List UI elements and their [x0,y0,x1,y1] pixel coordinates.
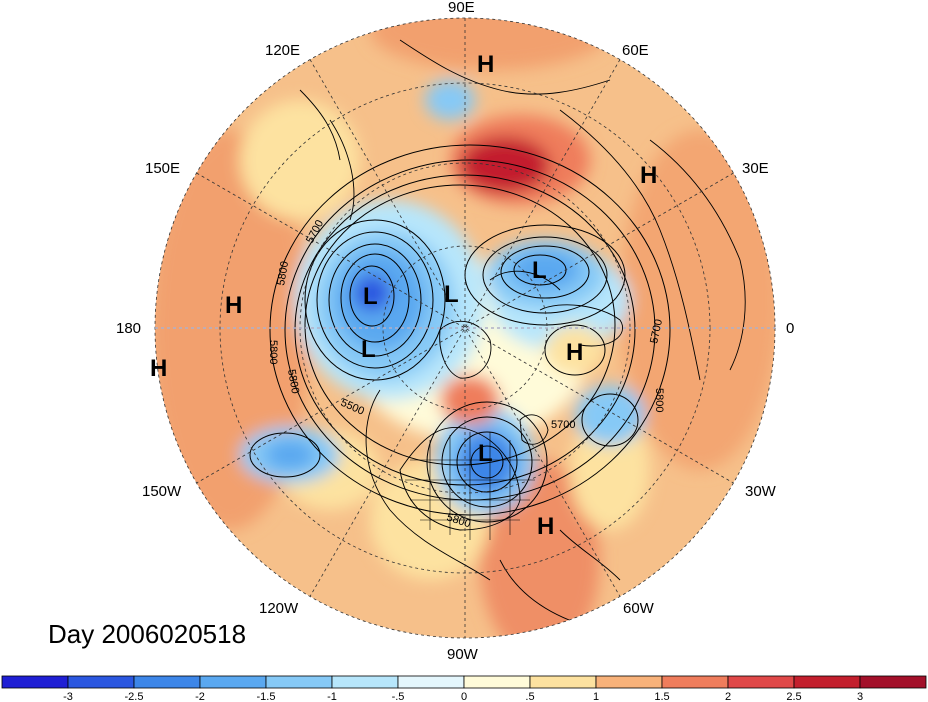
high-pressure-label: H [640,162,657,189]
colorbar-swatch [661,675,729,689]
high-pressure-label: H [477,51,494,78]
colorbar-tick-label: -1.5 [257,691,276,702]
low-pressure-label: L [478,440,493,467]
low-pressure-label: L [361,336,376,363]
lon-label-60e: 60E [622,42,649,59]
low-pressure-label: L [363,283,378,310]
colorbar-swatch [331,675,399,689]
lon-label-90w: 90W [447,646,479,663]
colorbar-swatch [463,675,531,689]
lon-label-120e: 120E [265,42,300,59]
colorbar-swatch [265,675,333,689]
colorbar-tick-label: -2.5 [125,691,144,702]
colorbar-swatch [397,675,465,689]
colorbar-swatch [1,675,69,689]
contour-label: 5700 [551,419,575,431]
colorbar-tick-label: -1 [327,691,337,702]
high-pressure-label: H [566,339,583,366]
colorbar-swatch [793,675,861,689]
colorbar-swatch [859,675,927,689]
lon-label-0: 0 [786,320,794,337]
high-pressure-label: H [150,355,167,382]
lon-label-90e: 90E [448,0,475,16]
lon-label-180: 180 [116,320,141,337]
low-pressure-label: L [444,281,459,308]
colorbar-swatch [133,675,201,689]
contour-label: 5800 [653,388,665,412]
colorbar-tick-label: 1 [593,691,599,702]
colorbar-tick-label: 3 [857,691,863,702]
pressure-centers: H H H H H H L L L L L [150,51,657,540]
colorbar-tick-label: 1.5 [654,691,669,702]
contour-label: 5800 [267,340,279,364]
colorbar-tick-label: .5 [525,691,534,702]
colorbar-swatch [529,675,597,689]
lon-label-60w: 60W [623,600,655,617]
contour-label: 5800 [275,260,291,286]
colorbar-swatch [727,675,795,689]
colorbar-tick-label: 2.5 [786,691,801,702]
lon-label-150e: 150E [145,160,180,177]
colorbar-tick-label: -.5 [392,691,405,702]
colorbar: -3 -2.5 -2 -1.5 -1 -.5 0 .5 1 1.5 2 2.5 3 [1,675,927,702]
colorbar-tick-label: -3 [63,691,73,702]
longitude-labels: 90E 60E 120E 150E 30E 180 0 150W 30W 120… [116,0,794,663]
colorbar-tick-label: 2 [725,691,731,702]
colorbar-tick-label: 0 [461,691,467,702]
graticule [154,17,776,639]
colorbar-swatch [199,675,267,689]
map-title: Day 2006020518 [48,619,247,649]
contour-label: 5700 [648,318,665,344]
lon-label-30e: 30E [742,160,769,177]
low-pressure-label: L [532,257,547,284]
colorbar-swatch [595,675,663,689]
high-pressure-label: H [537,513,554,540]
colorbar-tick-label: -2 [195,691,205,702]
lon-label-120w: 120W [259,600,299,617]
lon-label-150w: 150W [142,483,182,500]
contour-label: 5800 [285,368,301,394]
high-pressure-label: H [225,292,242,319]
lon-label-30w: 30W [745,483,777,500]
colorbar-swatch [67,675,135,689]
